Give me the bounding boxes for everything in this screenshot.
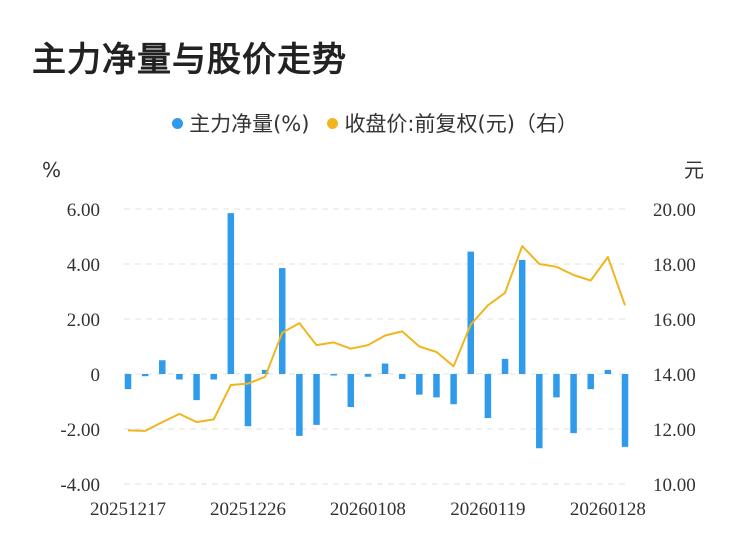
net-flow-bar[interactable] — [467, 251, 475, 374]
net-flow-bar[interactable] — [347, 374, 355, 407]
net-flow-bar[interactable] — [159, 360, 166, 374]
net-flow-bar[interactable] — [381, 363, 389, 374]
right-tick-label: 10.00 — [653, 475, 696, 496]
net-flow-bars — [124, 213, 629, 449]
x-tick-label: 20260119 — [450, 499, 525, 520]
legend-bar-dot-icon — [172, 117, 184, 129]
left-tick-label: 6.00 — [67, 200, 100, 221]
legend-label-net-flow: 主力净量(%) — [189, 112, 310, 136]
net-flow-bar[interactable] — [553, 374, 560, 398]
left-tick-label: -2.00 — [60, 420, 100, 441]
net-flow-bar[interactable] — [484, 374, 492, 418]
legend-line-dot-icon — [327, 117, 339, 129]
net-flow-bar[interactable] — [604, 369, 612, 374]
net-flow-bar[interactable] — [227, 213, 235, 374]
left-tick-label: 2.00 — [67, 310, 100, 331]
x-tick-label: 20251217 — [90, 499, 166, 520]
x-tick-label: 20260108 — [330, 499, 406, 520]
legend: 主力净量(%) 收盘价:前复权(元)（右） — [0, 108, 750, 138]
right-axis-unit: 元 — [684, 158, 704, 182]
net-flow-bar[interactable] — [210, 374, 217, 380]
net-flow-bar[interactable] — [278, 268, 286, 374]
net-flow-bar[interactable] — [416, 374, 423, 395]
net-flow-bar[interactable] — [587, 374, 594, 390]
net-flow-bar[interactable] — [176, 374, 183, 380]
right-tick-label: 12.00 — [653, 420, 696, 441]
net-flow-bar[interactable] — [313, 374, 320, 425]
left-tick-label: 4.00 — [67, 255, 100, 276]
net-flow-bar[interactable] — [570, 374, 577, 434]
net-flow-bar[interactable] — [536, 374, 543, 449]
net-flow-bar[interactable] — [398, 374, 406, 379]
right-tick-label: 14.00 — [653, 365, 696, 386]
net-flow-bar[interactable] — [330, 374, 337, 376]
legend-item-net-flow[interactable]: 主力净量(%) — [172, 108, 309, 138]
net-flow-bar[interactable] — [193, 374, 200, 401]
net-flow-bar[interactable] — [244, 374, 252, 427]
net-flow-bar[interactable] — [141, 374, 149, 377]
legend-item-close-price[interactable]: 收盘价:前复权(元)（右） — [327, 108, 578, 138]
chart-title: 主力净量与股价走势 — [32, 40, 347, 80]
net-flow-bar[interactable] — [518, 259, 526, 374]
net-flow-bar[interactable] — [296, 374, 303, 436]
close-price-polyline[interactable] — [127, 245, 626, 432]
net-flow-bar[interactable] — [433, 374, 440, 398]
left-tick-label: 0 — [91, 365, 101, 386]
left-tick-label: -4.00 — [60, 475, 100, 496]
net-flow-bar[interactable] — [450, 374, 457, 405]
net-flow-bar[interactable] — [124, 374, 132, 390]
right-tick-label: 20.00 — [653, 200, 696, 221]
x-tick-label: 20260128 — [570, 499, 646, 520]
x-axis-ticks: 20251217 20251226 20260108 20260119 20260128 — [90, 499, 646, 520]
close-price-line — [127, 245, 626, 432]
legend-label-close-price: 收盘价:前复权(元)（右） — [344, 112, 578, 136]
gridlines — [124, 208, 629, 485]
right-axis-ticks: 20.00 18.00 16.00 14.00 12.00 10.00 — [653, 200, 696, 496]
net-flow-bar[interactable] — [501, 358, 509, 374]
net-flow-bar[interactable] — [261, 369, 269, 374]
right-tick-label: 18.00 — [653, 255, 696, 276]
left-axis-unit: % — [42, 158, 61, 182]
net-flow-bar[interactable] — [621, 374, 629, 447]
x-tick-label: 20251226 — [210, 499, 286, 520]
net-flow-bar[interactable] — [364, 374, 372, 377]
right-tick-label: 16.00 — [653, 310, 696, 331]
left-axis-ticks: 6.00 4.00 2.00 0 -2.00 -4.00 — [60, 200, 100, 496]
